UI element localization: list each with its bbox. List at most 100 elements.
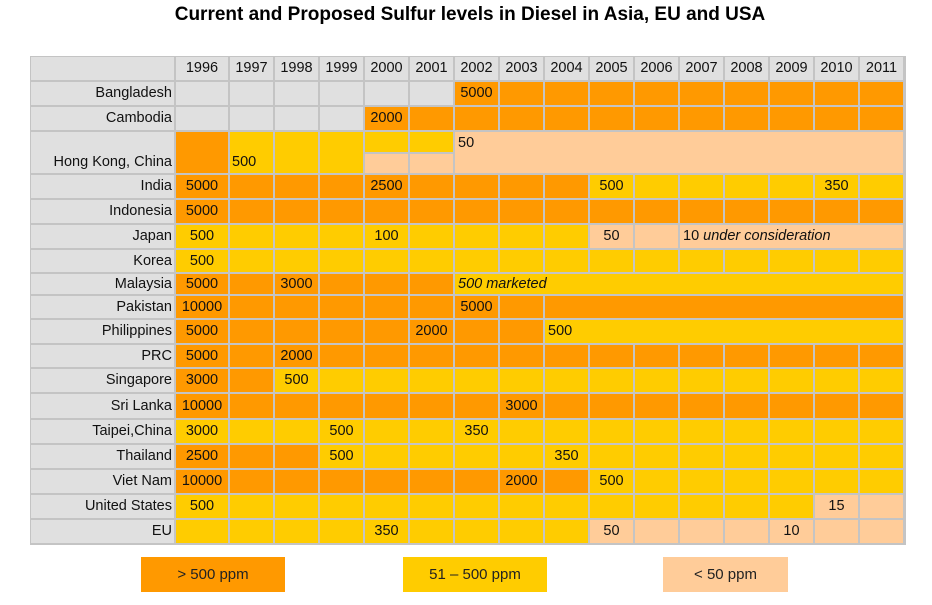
level-cell (680, 420, 723, 443)
country-label: Philippines (31, 320, 174, 343)
level-cell: 3000 (500, 394, 543, 418)
level-cell: 3000 (275, 274, 318, 294)
level-cell (500, 320, 543, 343)
level-cell: 350 (545, 445, 588, 468)
level-cell (680, 470, 723, 493)
level-cell (410, 445, 453, 468)
level-cell (275, 420, 318, 443)
level-cell (680, 250, 723, 272)
level-cell: 15 (815, 495, 858, 518)
level-cell (410, 470, 453, 493)
level-cell (500, 82, 543, 105)
level-cell (230, 82, 273, 105)
level-cell (500, 420, 543, 443)
chart-title: Current and Proposed Sulfur levels in Di… (174, 4, 766, 25)
year-header: 2010 (815, 57, 858, 80)
level-cell (590, 250, 633, 272)
level-cell (770, 394, 813, 418)
level-cell (230, 420, 273, 443)
country-label: Thailand (31, 445, 174, 468)
level-cell: 5000 (176, 320, 228, 343)
level-cell (320, 225, 363, 248)
level-cell (635, 250, 678, 272)
level-cell (680, 369, 723, 392)
level-cell (680, 520, 723, 543)
sulfur-value: 3000 (505, 397, 538, 414)
level-cell (230, 107, 273, 130)
level-cell (680, 495, 723, 518)
level-cell (275, 520, 318, 543)
level-cell-lower (410, 153, 453, 173)
level-cell (410, 250, 453, 272)
level-cell (230, 520, 273, 543)
level-cell (635, 200, 678, 223)
level-cell (635, 107, 678, 130)
level-cell (680, 107, 723, 130)
country-label: Cambodia (31, 107, 174, 130)
level-cell (770, 420, 813, 443)
level-cell (365, 296, 408, 318)
level-cell: 50 (590, 225, 633, 248)
merged-level-cell: 500 (545, 320, 903, 343)
level-cell (680, 445, 723, 468)
sulfur-value: 50 (603, 523, 620, 540)
level-cell (815, 394, 858, 418)
sulfur-value: 2000 (370, 110, 403, 127)
sulfur-value: 500 (189, 498, 215, 515)
level-cell (275, 175, 318, 198)
level-cell (635, 175, 678, 198)
level-cell: 2000 (500, 470, 543, 493)
level-cell: 500 (230, 132, 273, 173)
level-cell (365, 250, 408, 272)
level-cell (455, 445, 498, 468)
level-cell: 2500 (365, 175, 408, 198)
merged-level-cell: 10 under consideration (680, 225, 903, 248)
level-cell (320, 470, 363, 493)
level-cell (770, 369, 813, 392)
level-cell (635, 369, 678, 392)
level-cell: 3000 (176, 420, 228, 443)
level-cell (725, 345, 768, 367)
level-cell (770, 470, 813, 493)
level-cell (860, 175, 903, 198)
sulfur-note: 500 marketed (458, 275, 547, 292)
level-cell: 50 (590, 520, 633, 543)
year-header: 2003 (500, 57, 543, 80)
level-cell (365, 495, 408, 518)
level-cell (455, 345, 498, 367)
sulfur-value: 500 (232, 153, 257, 170)
level-cell (500, 225, 543, 248)
level-cell (545, 82, 588, 105)
sulfur-value: 3000 (185, 423, 219, 440)
level-cell (275, 250, 318, 272)
level-cell (860, 445, 903, 468)
level-cell (860, 495, 903, 518)
level-cell (860, 369, 903, 392)
level-cell (725, 445, 768, 468)
level-cell (455, 470, 498, 493)
level-cell (545, 175, 588, 198)
level-cell (365, 274, 408, 294)
level-cell (230, 345, 273, 367)
level-cell (635, 520, 678, 543)
sulfur-value: 50 (603, 228, 620, 245)
country-label: EU (31, 520, 174, 543)
level-cell-lower (365, 153, 408, 173)
level-cell (365, 445, 408, 468)
level-cell (860, 82, 903, 105)
level-cell (635, 445, 678, 468)
country-label: United States (31, 495, 174, 518)
level-cell (635, 225, 678, 248)
year-header: 2006 (635, 57, 678, 80)
level-cell (275, 394, 318, 418)
level-cell (230, 274, 273, 294)
level-cell (860, 200, 903, 223)
level-cell: 350 (815, 175, 858, 198)
level-cell (545, 369, 588, 392)
sulfur-value: 50 (458, 135, 475, 151)
year-header: 1999 (320, 57, 363, 80)
country-label: Pakistan (31, 296, 174, 318)
level-cell (230, 470, 273, 493)
sulfur-value: 2000 (505, 473, 538, 490)
